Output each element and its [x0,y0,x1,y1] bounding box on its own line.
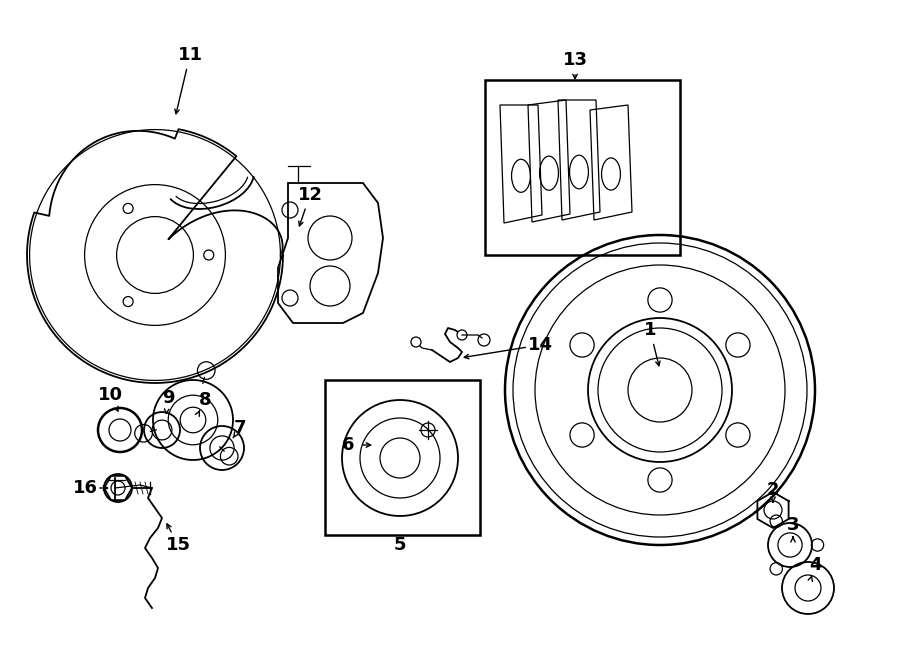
Text: 7: 7 [234,419,247,437]
Text: 15: 15 [166,536,191,554]
Text: 6: 6 [342,436,355,454]
Text: 10: 10 [97,386,122,404]
Text: 14: 14 [527,336,553,354]
Bar [325,380,480,535]
Circle shape [457,330,467,340]
Text: 16: 16 [73,479,97,497]
Text: 9: 9 [162,389,175,407]
Text: 11: 11 [177,46,202,64]
Text: 3: 3 [787,516,799,534]
Circle shape [411,337,421,347]
Text: 1: 1 [644,321,656,339]
Text: 2: 2 [767,481,779,499]
Text: 4: 4 [809,556,821,574]
Bar [485,80,680,255]
Text: 5: 5 [394,536,406,554]
Text: 8: 8 [199,391,212,409]
Text: 13: 13 [562,51,588,69]
Text: 12: 12 [298,186,322,204]
